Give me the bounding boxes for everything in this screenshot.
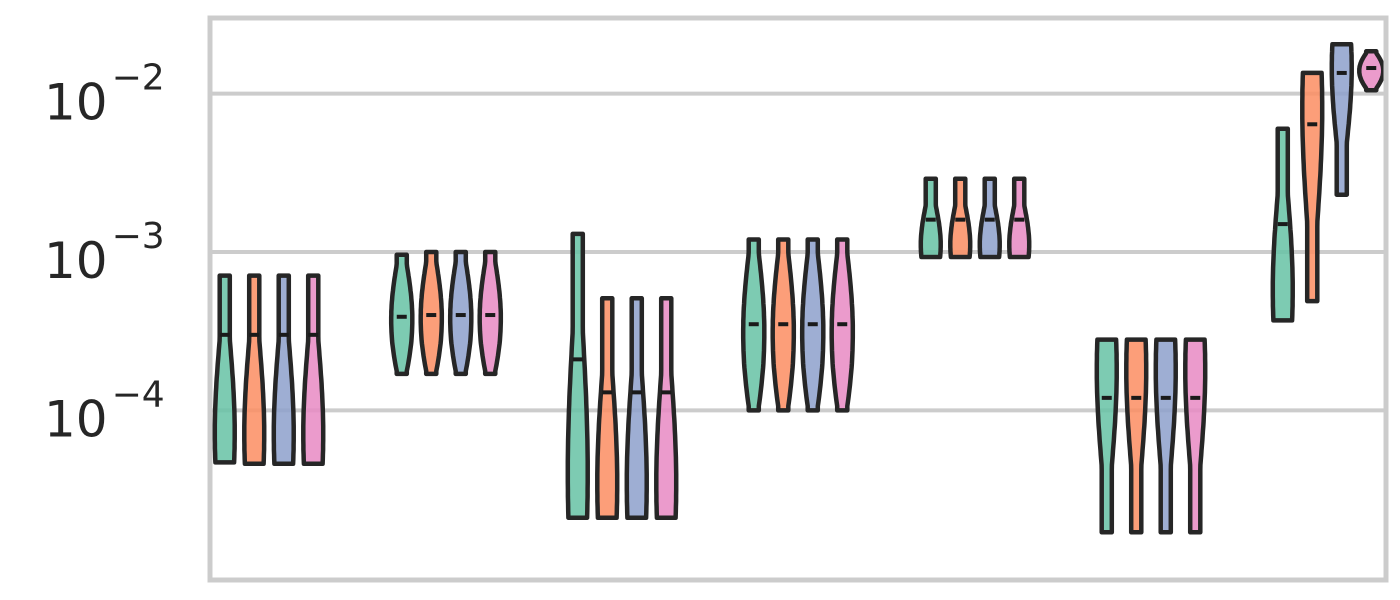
violin-g7-s2 <box>1300 70 1325 304</box>
gridlines <box>210 91 1386 413</box>
y-tick-exponent: −4 <box>112 374 165 415</box>
violin-g3-s3 <box>624 296 649 521</box>
violin-g1-s1 <box>212 273 237 465</box>
y-tick-exponent: −3 <box>112 216 165 257</box>
plot-frame <box>207 15 1389 583</box>
y-tick-label: 10 −4 <box>44 374 165 448</box>
violin-g6-s4 <box>1183 337 1208 535</box>
y-tick-label: 10 −2 <box>44 58 165 132</box>
violin-g3-s2 <box>595 296 620 521</box>
violin-g3-s1 <box>565 231 590 521</box>
violin-g1-s3 <box>271 273 296 467</box>
y-tick-label: 10 −3 <box>44 216 165 290</box>
violin-g1-s2 <box>242 273 267 467</box>
violin-g6-s3 <box>1153 337 1178 535</box>
violin-g7-s3 <box>1329 41 1354 197</box>
violin-g2-s4 <box>477 249 504 377</box>
violin-g3-s4 <box>654 296 679 521</box>
violin-g6-s2 <box>1124 337 1149 535</box>
violins <box>212 41 1386 535</box>
violin-g2-s2 <box>418 249 445 377</box>
violin-g6-s1 <box>1094 337 1119 535</box>
violin-g1-s4 <box>301 273 326 467</box>
y-tick-exponent: −2 <box>112 58 165 99</box>
violin-g2-s3 <box>447 249 474 377</box>
y-tick-labels: 10−210−310−4 <box>44 58 165 449</box>
y-tick-base: 10 <box>44 390 108 448</box>
y-tick-base: 10 <box>44 232 108 290</box>
y-tick-base: 10 <box>44 74 108 132</box>
violin-g7-s4 <box>1357 49 1386 93</box>
violin-g2-s1 <box>388 252 415 377</box>
